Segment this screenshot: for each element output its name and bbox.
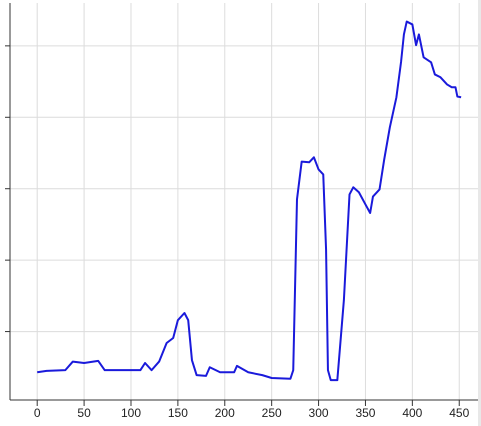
x-tick-label: 100 <box>121 406 141 420</box>
x-tick-label: 150 <box>168 406 188 420</box>
x-tick-label: 0 <box>34 406 41 420</box>
x-tick-label: 50 <box>77 406 91 420</box>
x-tick-label: 350 <box>355 406 375 420</box>
x-tick-label: 200 <box>215 406 235 420</box>
data-line <box>37 20 462 382</box>
x-tick-label: 450 <box>449 406 469 420</box>
x-tick-label: 300 <box>309 406 329 420</box>
right-edge <box>478 0 481 426</box>
x-tick-label: 250 <box>262 406 282 420</box>
x-tick-label: 400 <box>402 406 422 420</box>
